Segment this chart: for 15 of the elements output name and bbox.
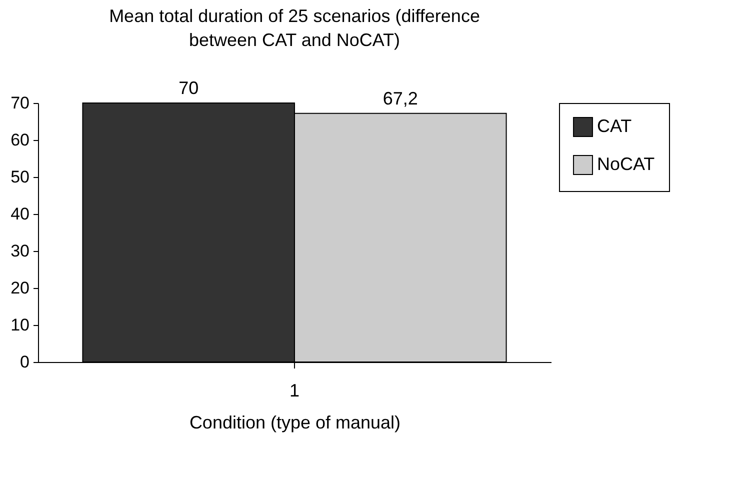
- y-tick-label: 30: [10, 242, 30, 260]
- legend-label: CAT: [597, 116, 632, 136]
- legend-label: NoCAT: [597, 154, 655, 174]
- y-tick-label: 20: [10, 278, 30, 298]
- x-tick-label: 1: [289, 380, 300, 400]
- y-tick-label: 40: [10, 204, 30, 224]
- y-tick-label: 70: [10, 94, 30, 112]
- data-label: 67,2: [382, 88, 418, 108]
- chart-title: Mean total duration of 25 scenarios (difference between CAT and NoCAT): [109, 6, 480, 50]
- y-tick-label: 60: [10, 130, 30, 150]
- y-tick-label: 50: [10, 168, 30, 186]
- x-axis-title: Condition (type of manual): [189, 412, 401, 432]
- data-label: 70: [178, 78, 199, 98]
- y-tick-label: 0: [20, 352, 30, 372]
- y-tick-label: 10: [10, 316, 30, 334]
